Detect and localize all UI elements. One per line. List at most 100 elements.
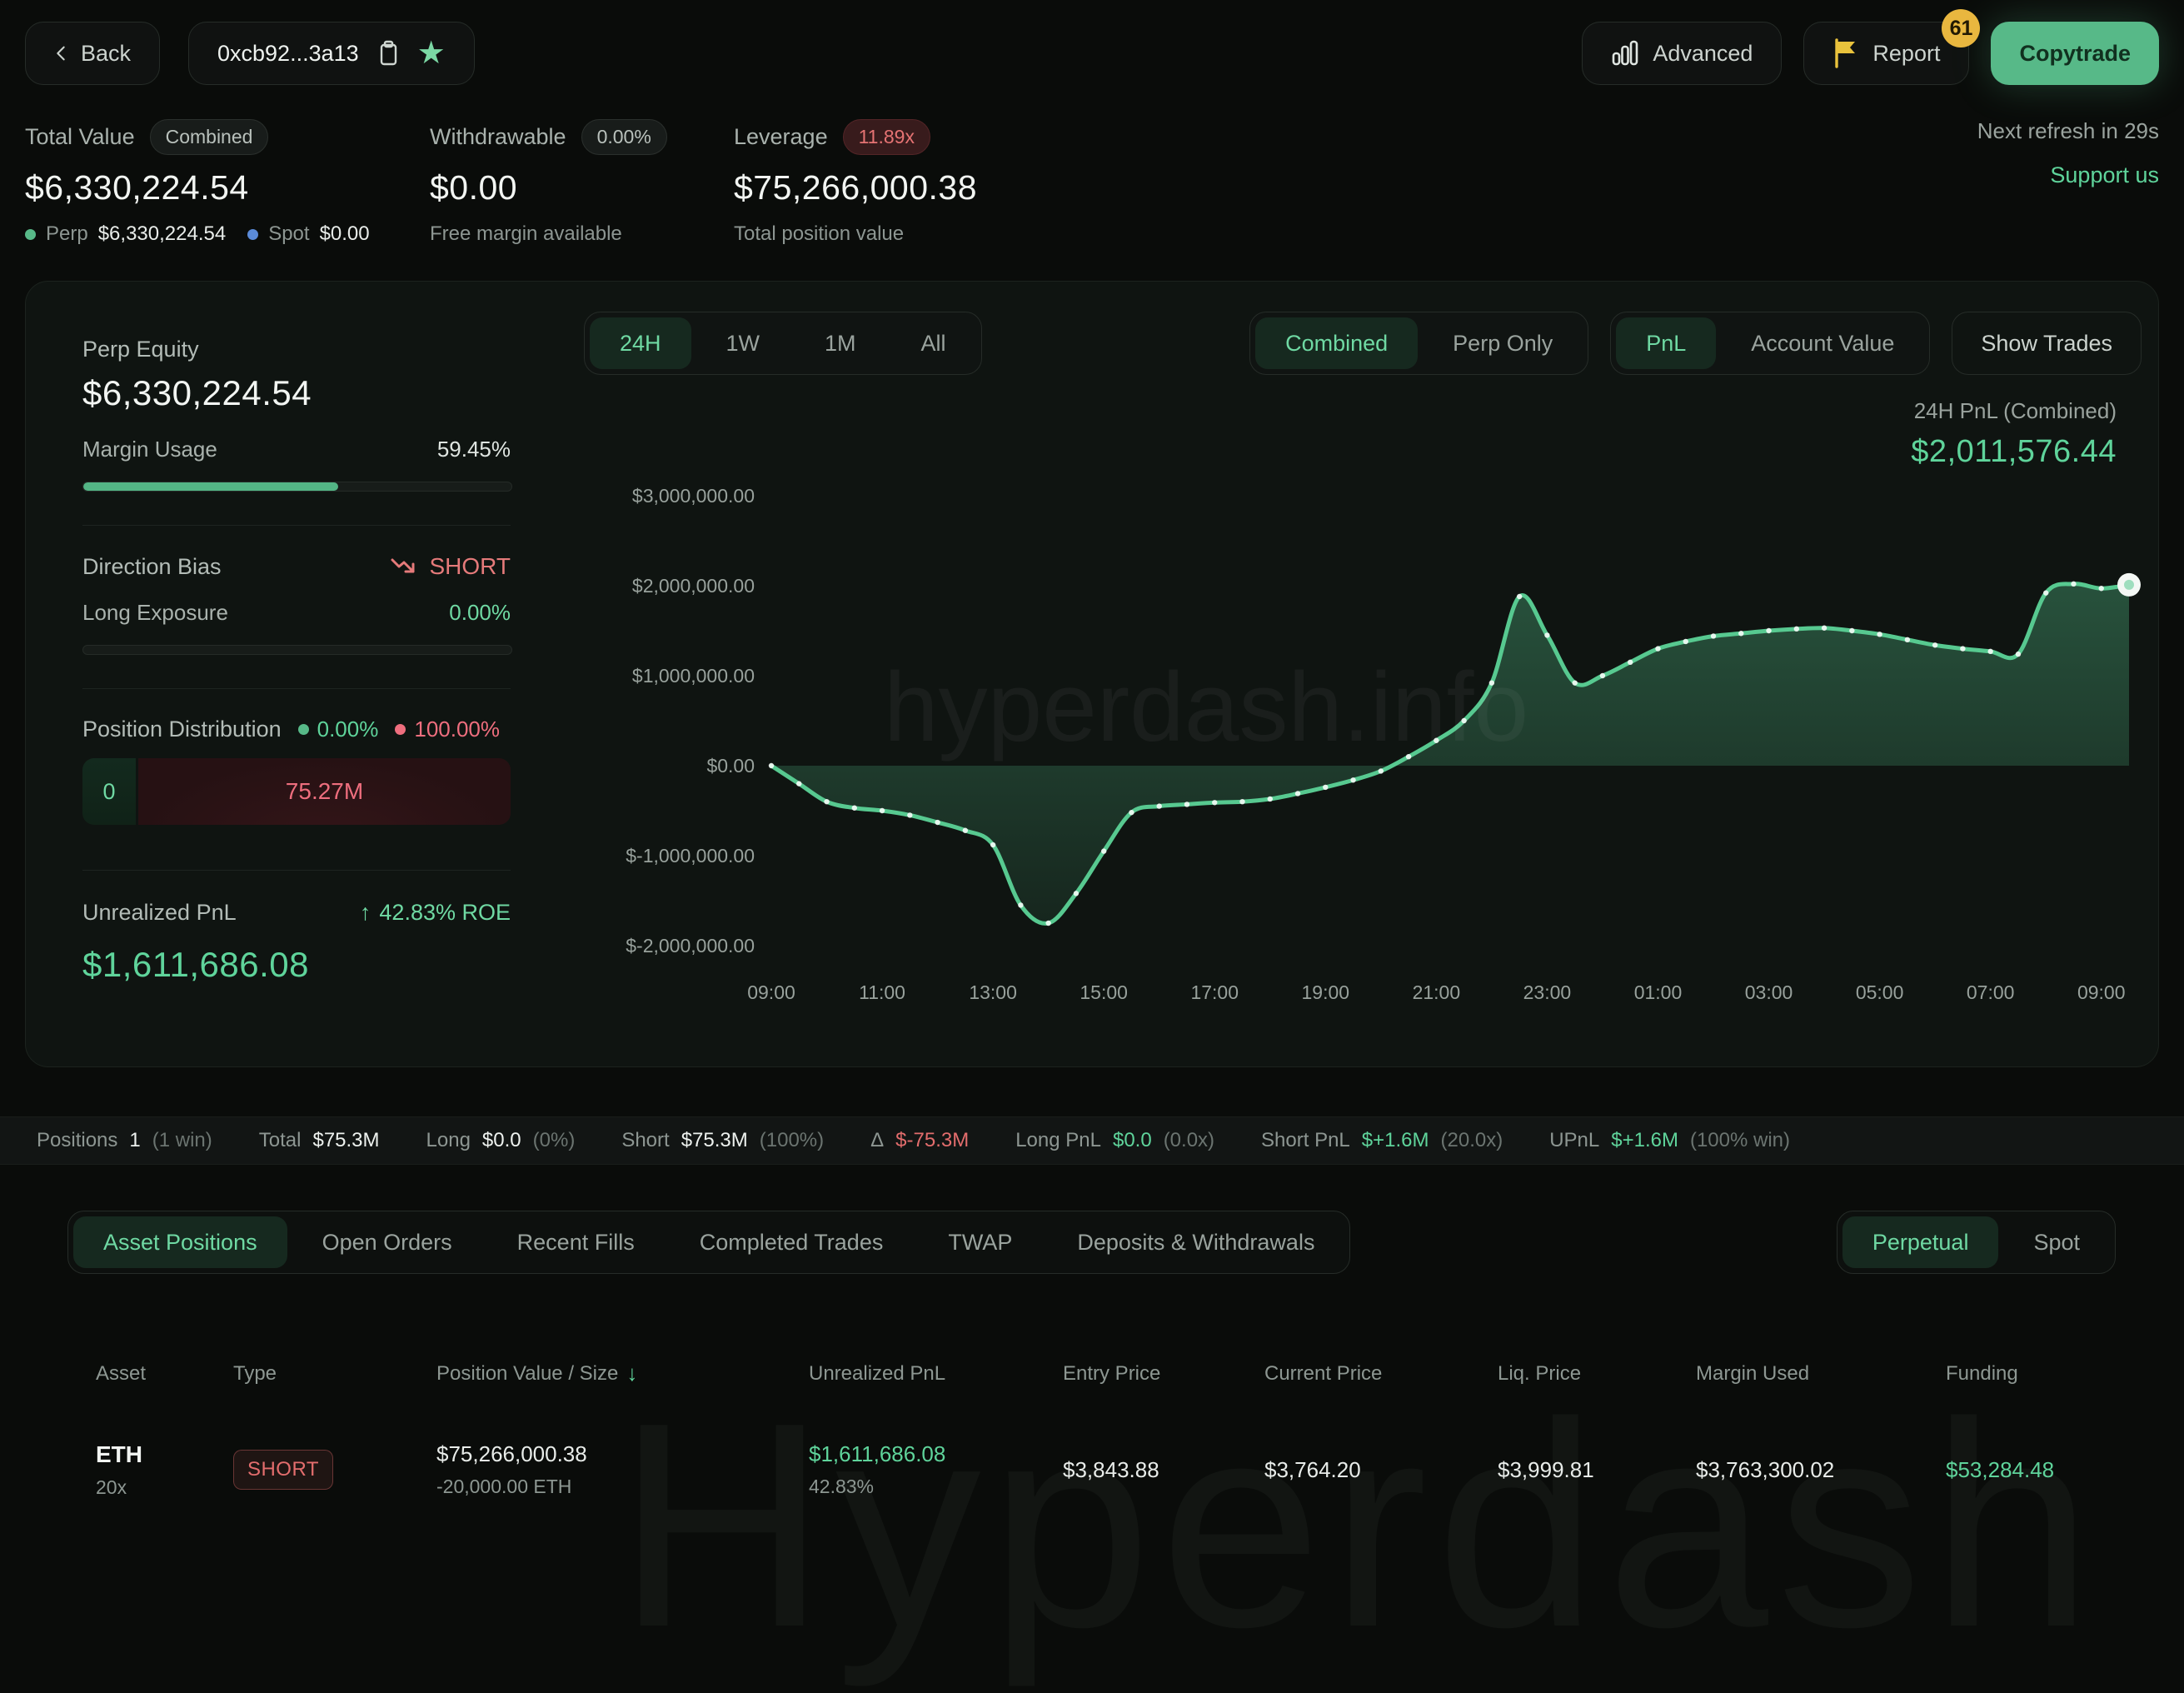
asset-leverage: 20x [96, 1476, 127, 1498]
y-axis-tick: $3,000,000.00 [632, 485, 755, 507]
data-point-marker [1018, 902, 1024, 908]
data-point-marker [1572, 680, 1578, 686]
data-point-marker [1821, 625, 1827, 631]
data-point-marker [1516, 593, 1523, 600]
column-header-liq-price[interactable]: Liq. Price [1498, 1361, 1582, 1385]
data-point-marker [1655, 646, 1661, 652]
overview-card: Perp Equity $6,330,224.54 Margin Usage 5… [25, 281, 2159, 1067]
data-point-marker [1877, 632, 1882, 637]
data-point-marker [2043, 590, 2049, 596]
perp-equity-label: Perp Equity [82, 337, 199, 362]
data-point-marker [1987, 648, 1993, 655]
leverage-stat: Leverage 11.89x $75,266,000.38 Total pos… [734, 118, 977, 246]
metric-tab-pnl[interactable]: PnL [1616, 317, 1717, 369]
range-tab-all[interactable]: All [891, 317, 976, 369]
metric-tab-account-value[interactable]: Account Value [1721, 317, 1924, 369]
unrealized-pnl-label: Unrealized PnL [82, 900, 237, 925]
summary-long-pnl: Long PnL $0.0 (0.0x) [1015, 1129, 1215, 1151]
data-point-marker [1073, 891, 1080, 896]
pnl-summary-label: 24H PnL (Combined) [1913, 398, 2117, 423]
combined-badge[interactable]: Combined [149, 118, 269, 155]
column-header-unrealized-pnl[interactable]: Unrealized PnL [809, 1361, 946, 1385]
copy-icon[interactable] [376, 38, 401, 68]
tab-twap[interactable]: TWAP [918, 1216, 1042, 1268]
copytrade-label: Copytrade [2019, 40, 2131, 66]
data-point-marker [796, 781, 802, 787]
tab-deposits-withdrawals[interactable]: Deposits & Withdrawals [1047, 1216, 1344, 1268]
perp-equity-value: $6,330,224.54 [82, 373, 312, 412]
spot-label: Spot [268, 222, 310, 245]
column-header-margin-used[interactable]: Margin Used [1696, 1361, 1810, 1385]
positions-table-header: Asset Type Position Value / Size ↓ Unrealize… [96, 1361, 2116, 1386]
x-axis-tick: 19:00 [1302, 981, 1350, 1003]
show-trades-button[interactable]: Show Trades [1952, 312, 2142, 375]
margin-usage-value: 59.45% [436, 437, 511, 462]
source-tab-perp-only[interactable]: Perp Only [1423, 317, 1583, 369]
funding-cell: $53,284.48 [1946, 1456, 2055, 1482]
asset-symbol: ETH [96, 1441, 142, 1467]
data-point-marker [2071, 581, 2077, 587]
range-tab-24h[interactable]: 24H [590, 317, 691, 369]
row-unrealized-pnl: $1,611,686.08 [809, 1441, 946, 1466]
pnl-chart[interactable]: $3,000,000.00 $2,000,000.00 $1,000,000.00 $… [584, 459, 2160, 1026]
copytrade-button[interactable]: Copytrade [1991, 22, 2159, 85]
source-tab-combined[interactable]: Combined [1255, 317, 1419, 369]
column-header-position-value-size[interactable]: Position Value / Size ↓ [436, 1361, 638, 1386]
leverage-sub: Total position value [734, 222, 905, 245]
position-value: $75,266,000.38 [436, 1441, 587, 1466]
pnl-summary: 24H PnL (Combined) $2,011,576.44 [1911, 398, 2117, 470]
column-header-asset[interactable]: Asset [96, 1361, 147, 1385]
column-header-funding[interactable]: Funding [1946, 1361, 2018, 1385]
back-button[interactable]: Back [25, 22, 160, 85]
report-button[interactable]: Report 61 [1803, 9, 1981, 85]
wallet-address-pill[interactable]: 0xcb92...3a13 ★ [188, 22, 475, 85]
range-tab-1w[interactable]: 1W [696, 317, 790, 369]
entry-price-cell: $3,843.88 [1063, 1456, 1159, 1482]
x-axis-tick: 21:00 [1413, 981, 1461, 1003]
data-point-marker [1267, 796, 1273, 802]
data-point-marker [1184, 802, 1190, 807]
advanced-button[interactable]: Advanced [1582, 22, 1783, 85]
row-unrealized-pnl-pct: 42.83% [809, 1476, 875, 1497]
market-tab-perpetual[interactable]: Perpetual [1842, 1216, 1999, 1268]
column-header-entry-price[interactable]: Entry Price [1063, 1361, 1161, 1385]
range-tab-1m[interactable]: 1M [795, 317, 886, 369]
x-axis-tick: 03:00 [1745, 981, 1793, 1003]
column-header-current-price[interactable]: Current Price [1264, 1361, 1383, 1385]
tab-recent-fills[interactable]: Recent Fills [487, 1216, 665, 1268]
tab-completed-trades[interactable]: Completed Trades [670, 1216, 914, 1268]
direction-bias-value: SHORT [429, 553, 511, 579]
data-point-marker [1849, 627, 1855, 634]
distribution-short-pct: 100.00% [414, 717, 501, 742]
data-point-marker [1212, 800, 1218, 806]
x-axis-tick: 15:00 [1080, 981, 1128, 1003]
report-label: Report [1872, 40, 1941, 66]
tab-asset-positions[interactable]: Asset Positions [73, 1216, 287, 1268]
x-axis-tick: 17:00 [1190, 981, 1239, 1003]
pnl-area-chart: $3,000,000.00 $2,000,000.00 $1,000,000.00 $… [626, 485, 2141, 1003]
bar-chart-icon [1613, 40, 1638, 66]
table-row[interactable]: ETH 20x SHORT $75,266,000.38 -20,000.00 … [96, 1423, 2116, 1516]
data-point-marker [1434, 737, 1439, 743]
data-point-marker [1488, 680, 1495, 686]
x-axis-tick: 11:00 [859, 981, 905, 1003]
leverage-label: Leverage [734, 123, 828, 149]
support-us-link[interactable]: Support us [2050, 162, 2159, 187]
column-header-type[interactable]: Type [233, 1361, 277, 1385]
equity-panel: Perp Equity $6,330,224.54 Margin Usage 5… [82, 282, 512, 1066]
withdrawable-amount: $0.00 [430, 168, 518, 207]
data-point-marker [907, 812, 913, 818]
data-point-marker [1683, 638, 1688, 645]
perp-label: Perp [46, 222, 88, 245]
data-point-marker [1378, 768, 1384, 774]
total-value-stat: Total Value Combined $6,330,224.54 Perp … [25, 118, 370, 246]
summary-short: Short $75.3M (100%) [621, 1129, 825, 1151]
divider [82, 525, 511, 526]
total-value-amount: $6,330,224.54 [25, 168, 249, 207]
market-tab-spot[interactable]: Spot [2003, 1216, 2110, 1268]
favorite-star-icon[interactable]: ★ [416, 36, 446, 71]
y-axis-tick: $-1,000,000.00 [626, 845, 755, 866]
tab-open-orders[interactable]: Open Orders [292, 1216, 482, 1268]
data-point-marker [2015, 651, 2022, 657]
chevron-left-icon [57, 46, 65, 61]
